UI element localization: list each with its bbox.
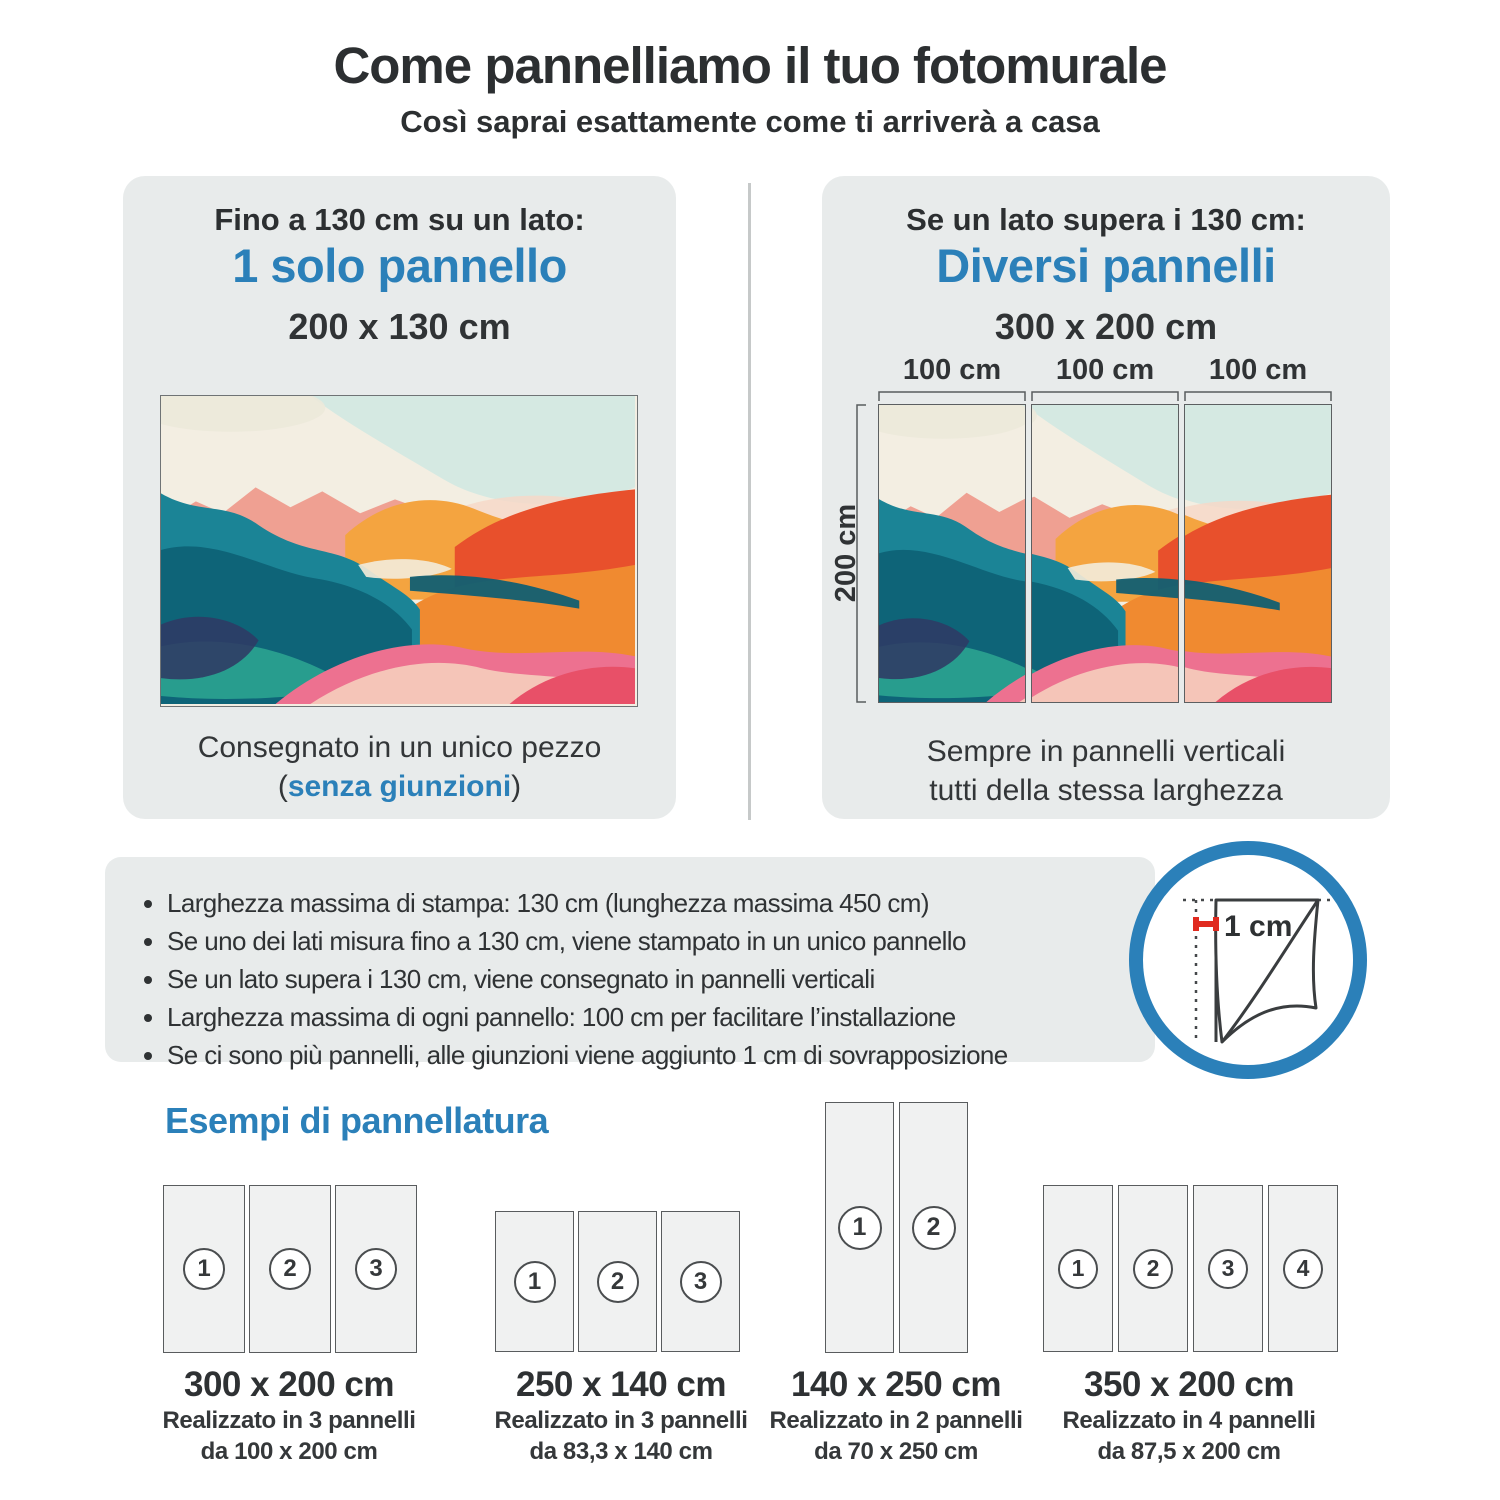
panel-number-badge: 1 <box>837 1205 882 1250</box>
example-panel: 1 <box>825 1102 894 1353</box>
overlap-page-curl-icon: 1 cm <box>1129 841 1367 1079</box>
mural-panel-slice <box>878 404 1026 703</box>
width-measure-bracket <box>1031 388 1179 401</box>
example-detail-line2: da 87,5 x 200 cm <box>1097 1438 1281 1465</box>
example-caption: 300 x 200 cm Realizzato in 3 pannelli da 1… <box>109 1365 469 1467</box>
panel-number-badge: 3 <box>1208 1248 1248 1289</box>
example-caption: 140 x 250 cm Realizzato in 2 pannelli da 7… <box>716 1365 1076 1467</box>
panel-number-badge: 3 <box>355 1248 397 1290</box>
paren-open: ( <box>277 770 288 803</box>
overlap-badge: 1 cm <box>1128 840 1368 1080</box>
panel-number-badge: 1 <box>183 1248 225 1290</box>
example-detail-line2: da 100 x 200 cm <box>200 1438 378 1465</box>
panel-number-badge: 2 <box>1133 1248 1173 1289</box>
example-detail-line2: da 70 x 250 cm <box>814 1438 978 1465</box>
example-panel: 2 <box>578 1211 657 1352</box>
examples-heading: Esempi di pannellatura <box>165 1100 549 1141</box>
mural-panel-slice <box>1184 404 1332 703</box>
bracket-shape <box>1184 391 1332 401</box>
rule-bullet: Se ci sono più pannelli, alle giunzioni … <box>137 1036 1155 1074</box>
example-panel: 3 <box>1193 1185 1263 1352</box>
watercolor-mural-art-slice <box>1185 405 1331 702</box>
panel-number-badge: 2 <box>596 1260 639 1303</box>
width-measure-bracket <box>1184 388 1332 401</box>
panel-width-label: 100 cm <box>902 354 1002 386</box>
multi-panel-note: Sempre in pannelli verticali tutti della… <box>822 732 1390 810</box>
mural-preview-single <box>160 395 638 707</box>
rule-bullet: Larghezza massima di stampa: 130 cm (lun… <box>137 884 1155 922</box>
overlap-label: 1 cm <box>1224 910 1292 943</box>
multi-panel-size: 300 x 200 cm <box>994 306 1218 347</box>
width-measure-bracket <box>878 388 1026 401</box>
panel-width-label: 100 cm <box>1208 354 1308 386</box>
single-panel-card: Fino a 130 cm su un lato: 1 solo pannell… <box>123 176 676 819</box>
bracket-shape <box>878 391 1026 401</box>
page-title: Come pannelliamo il tuo fotomurale <box>333 37 1167 94</box>
one-cm-marker <box>1193 917 1219 931</box>
watercolor-mural-art-slice <box>1032 405 1178 702</box>
example-detail-line1: Realizzato in 2 pannelli <box>769 1407 1023 1434</box>
single-panel-note-highlight: senza giunzioni <box>287 770 512 803</box>
panel-number-badge: 1 <box>1058 1248 1098 1289</box>
bracket-shape <box>856 404 866 703</box>
single-panel-note-line1: Consegnato in un unico pezzo <box>197 731 602 764</box>
rules-bullet-list: Larghezza massima di stampa: 130 cm (lun… <box>105 857 1155 1074</box>
example-panel: 2 <box>899 1102 968 1353</box>
watercolor-mural-art-slice <box>879 405 1025 702</box>
multi-panel-condition: Se un lato supera i 130 cm: <box>906 202 1306 237</box>
height-measure-bracket <box>856 404 866 703</box>
panel-number-badge: 2 <box>269 1248 311 1290</box>
page-subtitle: Così saprai esattamente come ti arriverà… <box>400 104 1100 139</box>
example-detail-line1: Realizzato in 3 pannelli <box>162 1407 416 1434</box>
paren-close: ) <box>511 770 522 803</box>
rule-bullet: Se uno dei lati misura fino a 130 cm, vi… <box>137 922 1155 960</box>
example-panel: 3 <box>335 1185 417 1353</box>
multi-panel-note-line2: tutti della stessa larghezza <box>929 774 1283 807</box>
example-size: 250 x 140 cm <box>515 1365 727 1404</box>
example-size: 350 x 200 cm <box>1083 1365 1295 1404</box>
single-panel-size: 200 x 130 cm <box>288 306 511 347</box>
example-caption: 250 x 140 cm Realizzato in 3 pannelli da 8… <box>441 1365 801 1467</box>
rule-bullet: Se un lato supera i 130 cm, viene conseg… <box>137 960 1155 998</box>
panel-number-badge: 1 <box>513 1260 556 1303</box>
rule-bullet: Larghezza massima di ogni pannello: 100 … <box>137 998 1155 1036</box>
watercolor-mural-art <box>161 396 635 704</box>
example-detail-line1: Realizzato in 4 pannelli <box>1062 1407 1316 1434</box>
example-size: 300 x 200 cm <box>183 1365 395 1404</box>
panel-number-badge: 3 <box>679 1260 722 1303</box>
single-panel-headline: 1 solo pannello <box>232 239 567 292</box>
example-panel: 2 <box>1118 1185 1188 1352</box>
cards-divider <box>748 183 751 820</box>
example-caption: 350 x 200 cm Realizzato in 4 pannelli da 8… <box>1009 1365 1369 1467</box>
single-panel-condition: Fino a 130 cm su un lato: <box>214 202 585 237</box>
multi-panel-note-line1: Sempre in pannelli verticali <box>926 735 1286 768</box>
multi-panel-card: Se un lato supera i 130 cm: Diversi pann… <box>822 176 1390 819</box>
example-size: 140 x 250 cm <box>790 1365 1002 1404</box>
multi-panel-headline: Diversi pannelli <box>936 239 1276 292</box>
panel-number-badge: 4 <box>1283 1248 1323 1289</box>
example-panel: 2 <box>249 1185 331 1353</box>
panel-width-label: 100 cm <box>1055 354 1155 386</box>
example-panel: 1 <box>495 1211 574 1352</box>
example-panel: 3 <box>661 1211 740 1352</box>
example-panel: 1 <box>163 1185 245 1353</box>
panel-number-badge: 2 <box>911 1205 956 1250</box>
bracket-shape <box>1031 391 1179 401</box>
height-measure-label: 200 cm <box>830 503 862 603</box>
example-detail-line1: Realizzato in 3 pannelli <box>494 1407 748 1434</box>
example-detail-line2: da 83,3 x 140 cm <box>529 1438 713 1465</box>
mural-panel-slice <box>1031 404 1179 703</box>
example-panel: 4 <box>1268 1185 1338 1352</box>
example-panel: 1 <box>1043 1185 1113 1352</box>
rules-info-bar: Larghezza massima di stampa: 130 cm (lun… <box>105 857 1155 1070</box>
single-panel-note: Consegnato in un unico pezzo (senza giun… <box>123 728 676 806</box>
